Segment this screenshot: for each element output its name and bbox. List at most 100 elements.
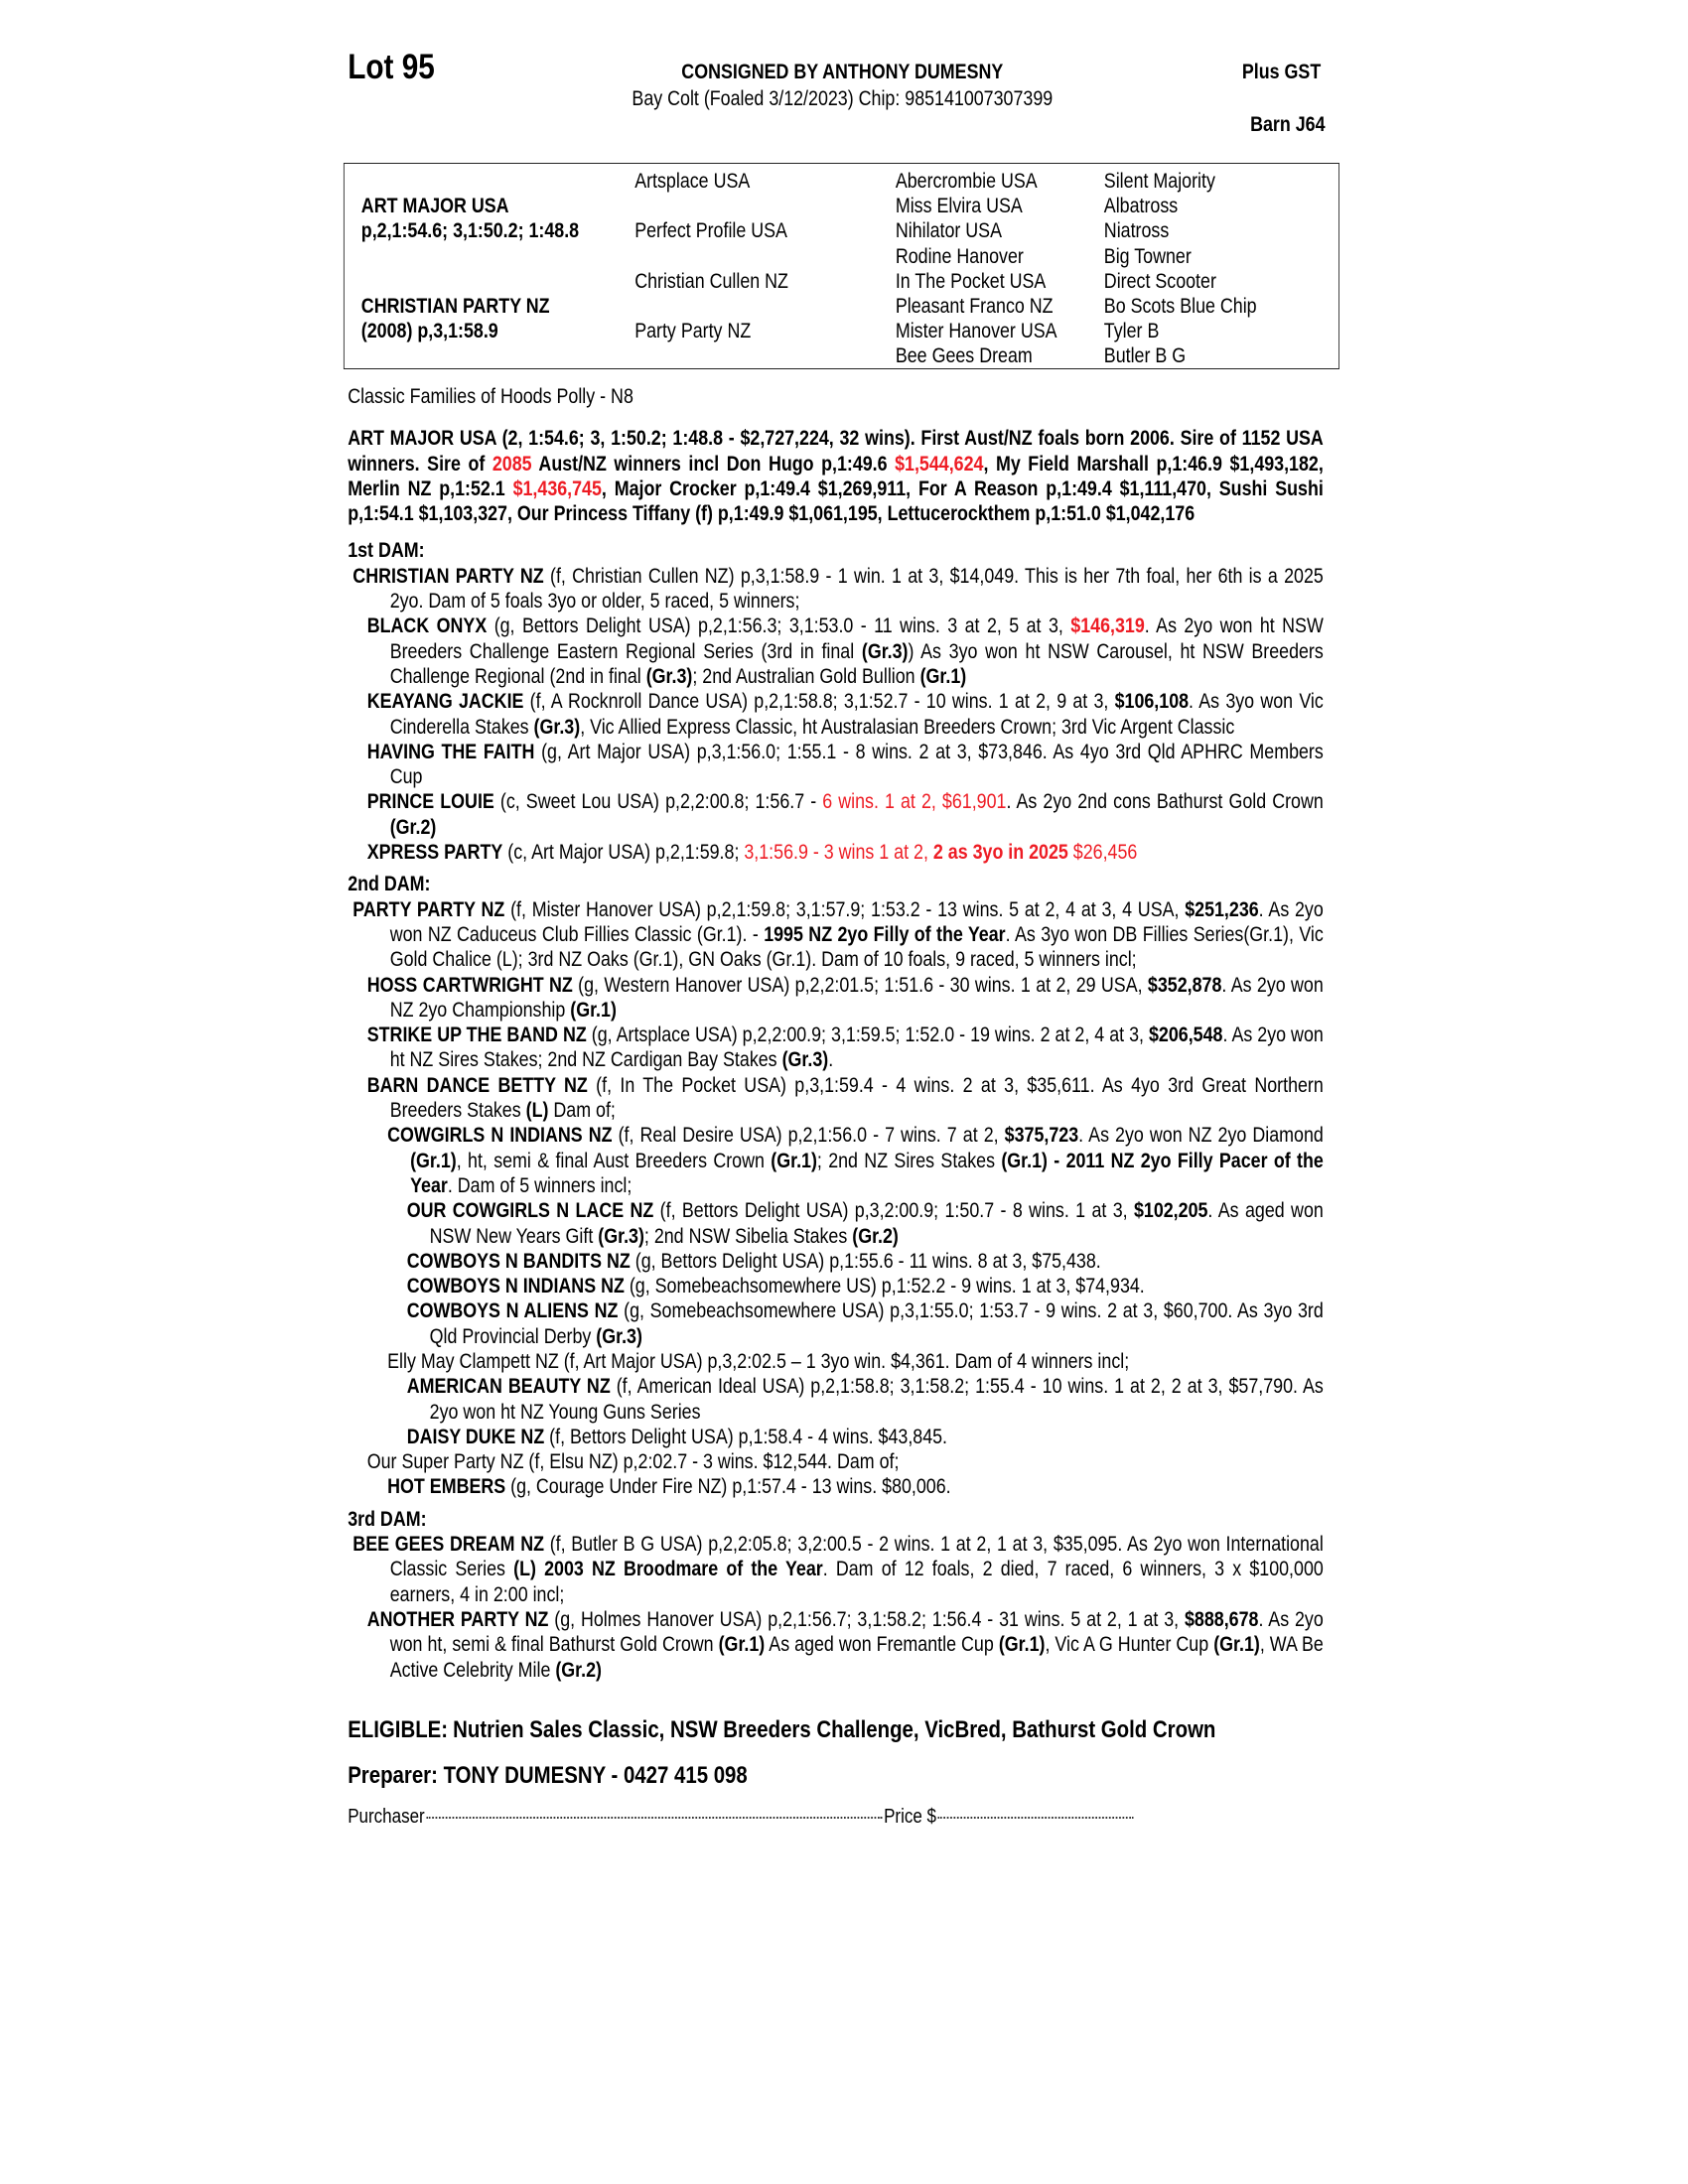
progeny-entry: BLACK ONYX (g, Bettors Delight USA) p,2,… [348, 614, 1324, 689]
text-run: (f, Butler B G USA) p,2,2:05.8; 3,2:00.5… [389, 1533, 1324, 1581]
pedigree-gen2: Perfect Profile USA [634, 219, 787, 243]
bold-text: (Gr.1) [771, 1149, 817, 1172]
plus-gst-note: Plus GST [1241, 61, 1322, 83]
bold-text: BLACK ONYX [366, 614, 488, 638]
pedigree-gen4: Niatross [1103, 219, 1170, 243]
text-run: (f, Christian Cullen NZ) p,3,1:58.9 - 1 … [389, 564, 1324, 614]
pedigree-gen4: Tyler B [1103, 320, 1160, 343]
purchaser-field[interactable] [426, 1816, 883, 1819]
bold-text: CHRISTIAN PARTY NZ [352, 564, 544, 588]
text-run: ; 2nd NSW Sibelia Stakes [643, 1224, 853, 1248]
bold-text: (Gr.3) [533, 715, 581, 739]
family-line: Classic Families of Hoods Polly - N8 [348, 385, 633, 408]
bold-text: 1995 NZ 2yo Filly of the Year [764, 922, 1006, 946]
text-run: . As aged won NSW New Years Gift [429, 1199, 1324, 1248]
pedigree-gen2: Party Party NZ [634, 320, 752, 343]
bold-text: (Gr.1) - 2011 NZ 2yo Filly Pacer of the … [410, 1149, 1324, 1197]
pedigree-gen3: Pleasant Franco NZ [895, 294, 1054, 318]
progeny-entry: KEAYANG JACKIE (f, A Rocknroll Dance USA… [348, 689, 1324, 740]
text-run: (f, Bettors Delight USA) p,1:58.4 - 4 wi… [544, 1425, 948, 1448]
progeny-entry: HOSS CARTWRIGHT NZ (g, Western Hanover U… [348, 973, 1324, 1024]
bold-text: $251,236 [1185, 897, 1259, 921]
eligible-value: Nutrien Sales Classic, NSW Breeders Chal… [453, 1715, 1216, 1743]
progeny-entry: CHRISTIAN PARTY NZ (f, Christian Cullen … [348, 564, 1324, 614]
progeny-entry: COWGIRLS N INDIANS NZ (f, Real Desire US… [348, 1123, 1324, 1198]
bold-text: Aust/NZ winners incl Don Hugo p,1:49.6 [531, 452, 896, 476]
pedigree-gen4: Albatross [1103, 195, 1179, 218]
section-heading: 2nd DAM: [348, 873, 431, 896]
barn-location: Barn J64 [1250, 113, 1326, 136]
text-run: . As 2yo won NZ Caduceus Club Fillies Cl… [389, 897, 1324, 946]
section-heading: 3rd DAM: [348, 1507, 427, 1531]
bold-text: AMERICAN BEAUTY NZ [406, 1375, 611, 1399]
pedigree-gen4: Butler B G [1103, 344, 1187, 368]
bold-text: ART MAJOR USA (2, 1:54.6; 3, 1:50.2; 1:4… [348, 427, 1324, 476]
horse-description: Bay Colt (Foaled 3/12/2023) Chip: 985141… [632, 87, 1054, 110]
bold-text: (Gr.2) [852, 1224, 899, 1248]
progeny-entry: XPRESS PARTY (c, Art Major USA) p,2,1:59… [348, 840, 1324, 865]
text-run: , Vic A G Hunter Cup [1045, 1633, 1214, 1657]
progeny-entry: BARN DANCE BETTY NZ (f, In The Pocket US… [348, 1073, 1324, 1124]
highlighted-text: $146,319 [1070, 614, 1145, 638]
price-field[interactable] [937, 1816, 1134, 1819]
text-run: . As 2yo won ht, semi & final Bathurst G… [389, 1607, 1324, 1657]
text-run: . As 2yo won ht NSW Breeders Challenge E… [389, 614, 1324, 663]
highlighted-text: $1,436,745 [512, 477, 602, 500]
dam-sections: 1st DAM: CHRISTIAN PARTY NZ (f, Christian… [348, 538, 1324, 1682]
bold-text: , Major Crocker p,1:49.4 $1,269,911, For… [348, 477, 1324, 526]
bold-text: HOSS CARTWRIGHT NZ [366, 973, 573, 997]
pedigree-gen3: Bee Gees Dream [895, 344, 1033, 368]
bold-text: (Gr.1) [1213, 1633, 1260, 1657]
pedigree-gen4: Silent Majority [1103, 170, 1215, 193]
bold-text: $206,548 [1149, 1024, 1223, 1047]
purchase-line: Purchaser Price $ [348, 1805, 1324, 1830]
text-run: Dam of; [548, 1099, 616, 1123]
pedigree-gen4: Big Towner [1103, 244, 1192, 268]
pedigree-gen3: Rodine Hanover [895, 244, 1024, 268]
bold-text: COWBOYS N BANDITS NZ [406, 1249, 631, 1273]
text-run: (g, Somebeachsomewhere USA) p,3,1:55.0; … [429, 1299, 1324, 1348]
eligibility: ELIGIBLE: Nutrien Sales Classic, NSW Bre… [348, 1716, 1324, 1743]
pedigree-dam-name: CHRISTIAN PARTY NZ [360, 294, 550, 318]
pedigree-gen3: Nihilator USA [895, 219, 1002, 243]
text-run: Elly May Clampett NZ (f, Art Major USA) … [387, 1349, 1130, 1373]
pedigree-gen3: In The Pocket USA [895, 269, 1047, 293]
pedigree-table: ART MAJOR USA p,2,1:54.6; 3,1:50.2; 1:48… [343, 163, 1339, 369]
pedigree-gen3: Mister Hanover USA [895, 320, 1057, 343]
bold-text: COWBOYS N INDIANS NZ [406, 1275, 625, 1298]
text-run: (g, Courage Under Fire NZ) p,1:57.4 - 13… [505, 1475, 951, 1499]
bold-text: (Gr.1) [570, 998, 617, 1022]
text-run: . As 3yo won DB Fillies Series(Gr.1), Vi… [389, 922, 1324, 972]
bold-text: HOT EMBERS [387, 1475, 506, 1499]
text-run: (g, Bettors Delight USA) p,2,1:56.3; 3,1… [487, 614, 1071, 638]
text-run: . As 2yo 2nd cons Bathurst Gold Crown [1006, 790, 1324, 814]
text-run: . Dam of 12 foals, 2 died, 7 raced, 6 wi… [389, 1558, 1324, 1606]
bold-text: (Gr.2) [555, 1658, 602, 1682]
text-run: . Dam of 5 winners incl; [447, 1173, 633, 1197]
bold-text: (Gr.1) [919, 664, 967, 688]
eligible-label: ELIGIBLE: [348, 1715, 449, 1743]
progeny-entry: HAVING THE FAITH (g, Art Major USA) p,3,… [348, 740, 1324, 790]
progeny-entry: Our Super Party NZ (f, Elsu NZ) p,2:02.7… [348, 1449, 1324, 1474]
bold-text: (Gr.3) [781, 1048, 829, 1072]
highlighted-text: $26,456 [1067, 841, 1138, 865]
bold-text: (Gr.3) [598, 1224, 644, 1248]
bold-text: PARTY PARTY NZ [352, 897, 505, 921]
progeny-entry: PRINCE LOUIE (c, Sweet Lou USA) p,2,2:00… [348, 789, 1324, 840]
bold-text: KEAYANG JACKIE [366, 690, 524, 714]
progeny-entry: COWBOYS N ALIENS NZ (g, Somebeachsomewhe… [348, 1298, 1324, 1349]
progeny-entry: ANOTHER PARTY NZ (g, Holmes Hanover USA)… [348, 1607, 1324, 1683]
progeny-entry: AMERICAN BEAUTY NZ (f, American Ideal US… [348, 1374, 1324, 1425]
text-run: ) As 3yo won ht NSW Carousel, ht NSW Bre… [389, 639, 1324, 688]
text-run: (f, Real Desire USA) p,2,1:56.0 - 7 wins… [612, 1124, 1005, 1148]
bold-text: (Gr.3) [861, 639, 909, 663]
text-run: . As 2yo won ht NZ Sires Stakes; 2nd NZ … [389, 1024, 1324, 1072]
bold-text: BARN DANCE BETTY NZ [366, 1073, 588, 1097]
text-run: Our Super Party NZ (f, Elsu NZ) p,2:02.7… [366, 1450, 900, 1474]
text-run: (f, Mister Hanover USA) p,2,1:59.8; 3,1:… [504, 897, 1186, 921]
section-heading: 1st DAM: [348, 539, 425, 563]
bold-text: $102,205 [1133, 1199, 1208, 1223]
bold-text: $106,108 [1114, 690, 1190, 714]
highlighted-text: 2085 [492, 452, 532, 476]
text-run: (c, Sweet Lou USA) p,2,2:00.8; 1:56.7 - [493, 790, 823, 814]
